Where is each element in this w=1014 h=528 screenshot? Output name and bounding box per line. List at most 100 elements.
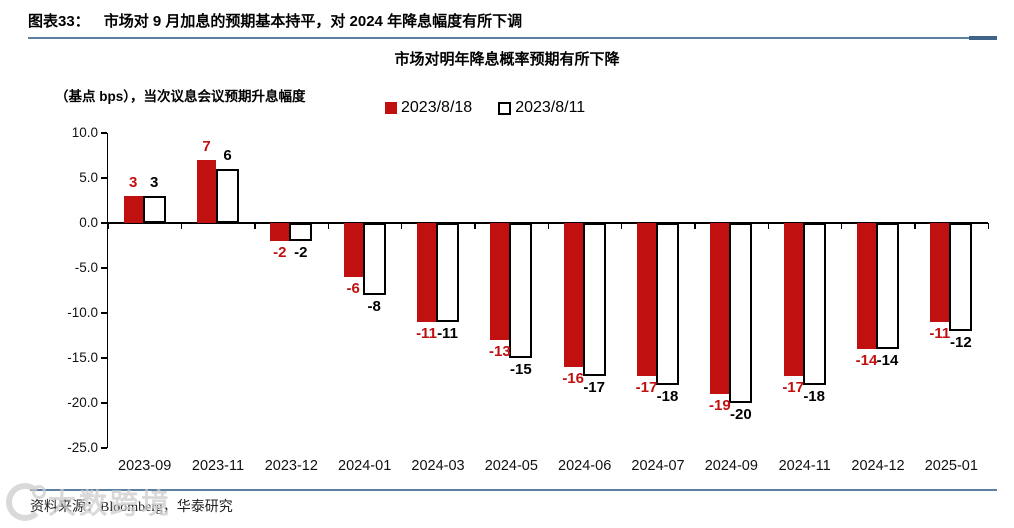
y-axis-tick-label: 0.0 — [79, 215, 98, 230]
chart-title: 市场对明年降息概率预期有所下降 — [394, 51, 620, 68]
bar-series1 — [417, 223, 436, 322]
bar-series1 — [197, 160, 216, 223]
figure-title: 市场对 9 月加息的预期基本持平，对 2024 年降息幅度有所下调 — [103, 13, 523, 30]
bar-series1 — [490, 223, 510, 340]
y-axis-tick — [101, 357, 107, 359]
bar-value-label-series2: -18 — [803, 388, 825, 405]
y-axis-tick-label: -5.0 — [74, 260, 98, 275]
x-axis-tick — [914, 223, 916, 229]
bar-value-label-series2: 3 — [149, 174, 159, 191]
header-divider-line — [28, 37, 983, 39]
y-axis-tick-label: -25.0 — [67, 440, 98, 455]
x-axis-tick — [547, 223, 549, 229]
x-axis-category-label: 2024-05 — [484, 458, 538, 474]
x-axis-tick — [620, 223, 623, 229]
x-axis-category-label: 2024-11 — [778, 458, 831, 474]
bar-value-label-series1: -14 — [855, 352, 878, 369]
legend-label-series1: 2023/8/18 — [401, 99, 473, 116]
figure-number-label: 图表33： — [28, 13, 90, 30]
x-axis-tick — [180, 223, 183, 229]
y-axis-tick — [101, 222, 107, 224]
bar-series2 — [362, 223, 386, 295]
legend-swatch-outline-icon — [498, 101, 512, 115]
x-axis-category-label: 2023-12 — [264, 458, 318, 474]
bar-series1 — [930, 223, 950, 322]
bar-value-label-series2: -11 — [437, 325, 458, 342]
bar-series2 — [216, 169, 239, 223]
bar-value-label-series2: -18 — [656, 388, 679, 405]
bar-value-label-series1: 7 — [202, 138, 211, 155]
legend-label-series2: 2023/8/11 — [515, 99, 586, 116]
y-axis-tick — [101, 132, 107, 134]
bar-value-label-series2: -20 — [729, 406, 752, 423]
x-axis-tick — [254, 223, 256, 229]
bar-value-label-series1: -6 — [346, 280, 360, 297]
bar-series1 — [783, 223, 803, 376]
bar-value-label-series1: -17 — [635, 379, 658, 396]
y-axis-tick-label: -20.0 — [67, 395, 98, 410]
bar-series1 — [857, 223, 876, 349]
bar-series2 — [656, 223, 679, 385]
bar-value-label-series2: -8 — [367, 298, 381, 315]
bar-value-label-series1: -13 — [488, 343, 511, 360]
y-axis-tick — [101, 447, 107, 449]
y-axis-tick-label: 5.0 — [79, 170, 98, 185]
y-axis-tick — [101, 402, 107, 404]
x-axis-zero-line — [108, 222, 988, 224]
bar-series1 — [563, 223, 583, 367]
axis-unit-label: （基点 bps），当次议息会议预期升息幅度 — [55, 89, 306, 104]
bar-value-label-series1: 3 — [128, 174, 138, 191]
x-axis-tick — [474, 223, 476, 229]
x-axis-category-label: 2024-06 — [558, 458, 612, 474]
x-axis-category-label: 2024-03 — [411, 458, 465, 474]
bar-series1 — [637, 223, 656, 376]
x-axis-tick — [987, 223, 989, 229]
bar-series2 — [509, 223, 533, 358]
y-axis-tick — [101, 177, 107, 179]
x-axis-category-label: 2024-12 — [851, 458, 905, 474]
bar-series2 — [729, 223, 753, 403]
y-axis-tick-label: 10.0 — [71, 125, 98, 140]
legend-swatch-filled-icon — [385, 102, 397, 114]
bar-value-label-series1: -19 — [708, 397, 731, 414]
bar-series1 — [270, 223, 290, 241]
y-axis-tick — [101, 267, 107, 269]
x-axis-tick — [107, 223, 109, 229]
y-axis-tick-label: -10.0 — [67, 305, 98, 320]
bar-series2 — [142, 196, 166, 223]
bar-value-label-series1: -11 — [929, 325, 951, 342]
bar-series1 — [343, 223, 363, 277]
chart-legend: 2023/8/18 2023/8/11 — [385, 99, 585, 117]
x-axis-tick — [400, 223, 403, 229]
x-axis-tick — [840, 223, 843, 229]
footer-divider-line — [30, 489, 997, 491]
source-note: 资料来源：Bloomberg，华泰研究 — [30, 500, 233, 515]
x-axis-tick — [767, 223, 769, 229]
figure-header: 图表33： 市场对 9 月加息的预期基本持平，对 2024 年降息幅度有所下调 — [28, 10, 522, 31]
bar-series1 — [123, 196, 143, 223]
bar-value-label-series2: -15 — [509, 361, 532, 378]
bar-value-label-series2: -12 — [949, 334, 972, 351]
bar-value-label-series1: -11 — [416, 325, 437, 342]
bar-series2 — [289, 223, 313, 241]
x-axis-category-label: 2024-07 — [631, 458, 685, 474]
bar-value-label-series1: -17 — [782, 379, 804, 396]
legend-item-series2: 2023/8/11 — [498, 99, 585, 117]
legend-item-series1: 2023/8/18 — [385, 99, 472, 117]
bar-value-label-series2: 6 — [223, 147, 232, 164]
bar-value-label-series2: -14 — [876, 352, 899, 369]
bar-series2 — [802, 223, 826, 385]
bar-series2 — [436, 223, 459, 322]
bar-series2 — [876, 223, 899, 349]
bar-value-label-series2: -2 — [294, 244, 308, 261]
y-axis-tick-label: -15.0 — [67, 350, 98, 365]
x-axis-category-label: 2023-09 — [118, 458, 172, 474]
x-axis-category-label: 2025-01 — [924, 458, 978, 474]
bar-value-label-series1: -16 — [562, 370, 584, 387]
bar-value-label-series2: -17 — [583, 379, 605, 396]
y-axis-line — [106, 133, 108, 448]
x-axis-tick — [327, 223, 329, 229]
x-axis-category-label: 2023-11 — [191, 458, 245, 474]
x-axis-category-label: 2024-09 — [704, 458, 758, 474]
